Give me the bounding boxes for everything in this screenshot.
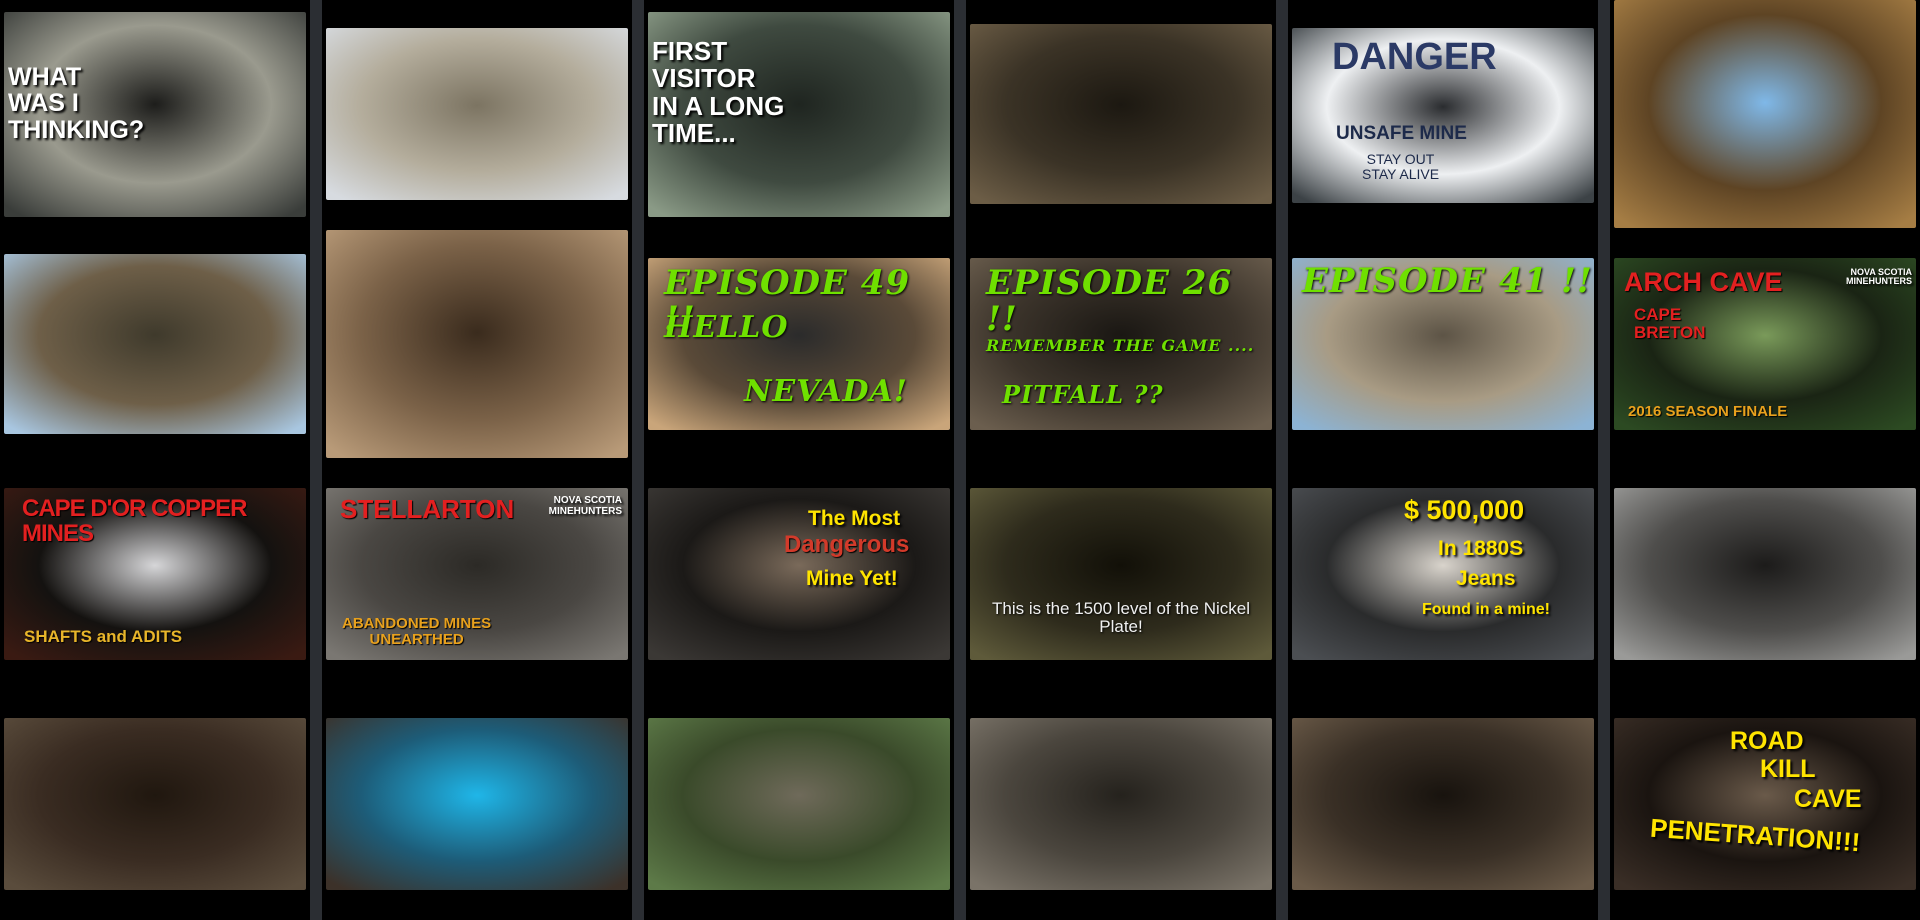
video-thumbnail[interactable]: CAPE D'OR COPPER MINES SHAFTS and ADITS bbox=[4, 488, 306, 660]
thumbnail-image bbox=[1292, 258, 1594, 430]
thumbnail-image bbox=[4, 488, 306, 660]
thumbnail-image bbox=[1614, 488, 1916, 660]
video-thumbnail[interactable] bbox=[970, 24, 1272, 204]
thumbnail-image bbox=[970, 24, 1272, 204]
video-thumbnail[interactable] bbox=[4, 254, 306, 434]
video-thumbnail[interactable] bbox=[1614, 0, 1916, 228]
thumbnail-image bbox=[326, 230, 628, 458]
thumbnail-image bbox=[648, 488, 950, 660]
thumbnail-image bbox=[4, 254, 306, 434]
video-thumbnail[interactable] bbox=[1614, 488, 1916, 660]
thumbnail-image bbox=[1614, 0, 1916, 228]
video-thumbnail[interactable]: WHAT WAS I THINKING? bbox=[4, 12, 306, 217]
video-thumbnail[interactable]: EPISODE 26 !! REMEMBER THE GAME .... PITFA… bbox=[970, 258, 1272, 430]
video-thumbnail[interactable] bbox=[4, 718, 306, 890]
video-thumbnail[interactable] bbox=[326, 718, 628, 890]
thumbnail-image bbox=[326, 28, 628, 200]
video-thumbnail[interactable]: The Most Dangerous Mine Yet! bbox=[648, 488, 950, 660]
video-thumbnail[interactable]: DANGER UNSAFE MINE STAY OUT STAY ALIVE bbox=[1292, 28, 1594, 203]
video-thumbnail[interactable]: EPISODE 41 !! bbox=[1292, 258, 1594, 430]
thumbnail-image bbox=[970, 488, 1272, 660]
gallery-column: EPISODE 26 !! REMEMBER THE GAME .... PITFA… bbox=[966, 0, 1276, 920]
thumbnail-image bbox=[4, 12, 306, 217]
thumbnail-image bbox=[1614, 258, 1916, 430]
thumbnail-image bbox=[970, 258, 1272, 430]
video-thumbnail[interactable] bbox=[648, 718, 950, 890]
thumbnail-image bbox=[1292, 718, 1594, 890]
video-thumbnail[interactable]: EPISODE 49 !! HELLO NEVADA! bbox=[648, 258, 950, 430]
video-thumbnail[interactable]: FIRST VISITOR IN A LONG TIME... bbox=[648, 12, 950, 217]
thumbnail-image bbox=[1292, 28, 1594, 203]
gallery-column: STELLARTON NOVA SCOTIA MINEHUNTERS ABANDONE… bbox=[322, 0, 632, 920]
thumbnail-image bbox=[4, 718, 306, 890]
thumbnail-image bbox=[648, 718, 950, 890]
video-thumbnail[interactable] bbox=[326, 230, 628, 458]
video-thumbnail[interactable]: ROAD KILL CAVE PENETRATION!!! bbox=[1614, 718, 1916, 890]
thumbnail-image bbox=[326, 488, 628, 660]
video-thumbnail[interactable]: This is the 1500 level of the Nickel Plat… bbox=[970, 488, 1272, 660]
video-thumbnail[interactable]: ARCH CAVE NOVA SCOTIA MINEHUNTERS CAPE BRETO… bbox=[1614, 258, 1916, 430]
video-thumbnail[interactable] bbox=[326, 28, 628, 200]
video-thumbnail[interactable]: $ 500,000 In 1880S Jeans Found in a mine! bbox=[1292, 488, 1594, 660]
thumbnail-image bbox=[1614, 718, 1916, 890]
thumbnail-image bbox=[1292, 488, 1594, 660]
video-thumbnail[interactable]: STELLARTON NOVA SCOTIA MINEHUNTERS ABANDONE… bbox=[326, 488, 628, 660]
gallery-column: ARCH CAVE NOVA SCOTIA MINEHUNTERS CAPE BRETO… bbox=[1610, 0, 1920, 920]
gallery-column: WHAT WAS I THINKING? CAPE D'OR COPPER MINE… bbox=[0, 0, 310, 920]
video-thumbnail[interactable] bbox=[1292, 718, 1594, 890]
gallery-column: DANGER UNSAFE MINE STAY OUT STAY ALIVE EPIS… bbox=[1288, 0, 1598, 920]
thumbnail-image bbox=[970, 718, 1272, 890]
thumbnail-image bbox=[648, 12, 950, 217]
gallery-column: FIRST VISITOR IN A LONG TIME... EPISODE 49 … bbox=[644, 0, 954, 920]
thumbnail-image bbox=[648, 258, 950, 430]
video-thumbnail[interactable] bbox=[970, 718, 1272, 890]
thumbnail-image bbox=[326, 718, 628, 890]
